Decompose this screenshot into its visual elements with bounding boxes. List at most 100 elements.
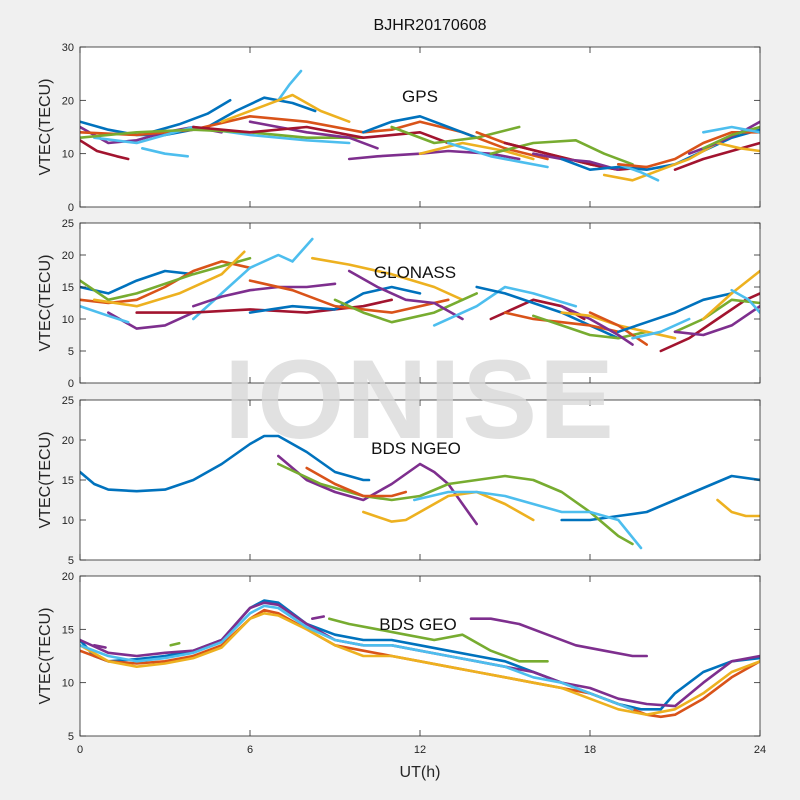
series-line-blue bbox=[149, 99, 232, 134]
series-line-yellow bbox=[220, 93, 351, 123]
y-axis-label: VTEC(TECU) bbox=[37, 79, 54, 176]
series-line-lightblue bbox=[616, 163, 660, 182]
series-line-purple bbox=[531, 152, 620, 171]
y-tick-label: 30 bbox=[62, 42, 74, 54]
y-tick-label: 0 bbox=[68, 202, 74, 214]
ionise-watermark: IONISE bbox=[224, 337, 616, 462]
series-line-yellow bbox=[92, 250, 246, 308]
series-line-lightblue bbox=[631, 317, 691, 340]
series-line-darkred bbox=[80, 139, 130, 161]
series-line-darkred bbox=[192, 125, 450, 145]
series-line-blue bbox=[616, 292, 734, 334]
series-line-blue bbox=[248, 285, 422, 314]
figure-title: BJHR20170608 bbox=[374, 17, 487, 34]
series-line-green bbox=[80, 256, 252, 302]
series-line-yellow bbox=[80, 611, 760, 717]
series-line-yellow bbox=[310, 256, 464, 302]
series-line-orange bbox=[248, 279, 450, 314]
series-line-lightblue bbox=[412, 490, 643, 550]
series-line-yellow bbox=[701, 269, 760, 321]
series-line-blue bbox=[80, 599, 760, 711]
panel-title: BDS GEO bbox=[379, 615, 456, 634]
series-line-darkred bbox=[673, 141, 760, 171]
series-line-purple bbox=[310, 615, 326, 621]
series-line-yellow bbox=[602, 141, 719, 182]
panel-gps: 0 10 20 30 VTEC(TECU) GPS bbox=[37, 42, 761, 214]
series-line-darkred bbox=[659, 292, 760, 353]
y-tick-label: 25 bbox=[62, 395, 74, 407]
series-group bbox=[80, 237, 760, 353]
y-tick-label: 5 bbox=[68, 346, 74, 358]
x-tick-label: 12 bbox=[414, 744, 426, 756]
y-tick-label: 15 bbox=[62, 282, 74, 294]
series-line-orange bbox=[503, 311, 620, 334]
series-line-lightblue bbox=[701, 125, 760, 134]
panel-glonass: 0 5 10 15 20 25 VTEC(TECU) GLONASS bbox=[37, 218, 761, 390]
x-axis-label: UT(h) bbox=[400, 764, 441, 781]
y-tick-label: 15 bbox=[62, 475, 74, 487]
panel-bds-geo: 0 6 12 18 24 5 10 15 20 VTEC(TECU) BDS GEO bbox=[37, 571, 766, 756]
y-tick-label: 10 bbox=[62, 149, 74, 161]
series-line-lightblue bbox=[141, 147, 189, 158]
plot-area bbox=[80, 47, 760, 207]
series-line-blue bbox=[361, 115, 479, 139]
panel-title: GPS bbox=[402, 87, 438, 106]
series-line-yellow bbox=[716, 141, 760, 153]
panel-bds-ngeo: 5 10 15 20 25 VTEC(TECU) BDS NGEO bbox=[37, 395, 761, 567]
series-line-lightblue bbox=[291, 237, 314, 263]
y-tick-label: 20 bbox=[62, 571, 74, 583]
series-line-purple bbox=[192, 282, 337, 308]
series-line-lightblue bbox=[446, 141, 549, 169]
series-line-darkred bbox=[135, 298, 394, 314]
x-tick-label: 18 bbox=[584, 744, 596, 756]
plot-area bbox=[80, 223, 760, 383]
series-line-blue bbox=[560, 474, 760, 522]
y-tick-label: 15 bbox=[62, 624, 74, 636]
series-group bbox=[80, 599, 760, 719]
series-line-green bbox=[327, 617, 549, 663]
series-group bbox=[80, 434, 760, 550]
series-line-green bbox=[169, 641, 181, 647]
x-tick-label: 6 bbox=[247, 744, 253, 756]
series-line-blue bbox=[80, 269, 195, 295]
series-line-lightblue bbox=[80, 304, 130, 324]
series-group bbox=[80, 69, 760, 182]
series-line-yellow bbox=[716, 498, 760, 518]
panel-title: GLONASS bbox=[374, 263, 456, 282]
y-tick-label: 20 bbox=[62, 95, 74, 107]
y-tick-label: 0 bbox=[68, 378, 74, 390]
y-tick-label: 25 bbox=[62, 218, 74, 230]
series-line-purple bbox=[560, 304, 634, 346]
y-tick-label: 20 bbox=[62, 250, 74, 262]
series-line-lightblue bbox=[276, 69, 303, 102]
x-tick-label: 24 bbox=[754, 744, 766, 756]
y-tick-label: 10 bbox=[62, 678, 74, 690]
series-line-purple bbox=[673, 304, 760, 337]
y-axis-label: VTEC(TECU) bbox=[37, 608, 54, 705]
y-tick-label: 10 bbox=[62, 515, 74, 527]
series-line-orange bbox=[305, 466, 408, 498]
series-line-lightblue bbox=[192, 253, 294, 321]
series-line-yellow bbox=[418, 141, 535, 161]
y-tick-label: 5 bbox=[68, 731, 74, 743]
series-line-purple bbox=[347, 149, 521, 161]
series-line-purple bbox=[248, 120, 379, 150]
y-tick-label: 10 bbox=[62, 314, 74, 326]
series-line-lightblue bbox=[730, 288, 760, 314]
series-line-green bbox=[390, 125, 521, 145]
series-line-orange bbox=[616, 131, 760, 169]
panel-title: BDS NGEO bbox=[371, 439, 461, 458]
series-line-yellow bbox=[361, 490, 535, 523]
y-axis-label: VTEC(TECU) bbox=[37, 255, 54, 352]
series-line-green bbox=[673, 298, 760, 334]
y-axis-label: VTEC(TECU) bbox=[37, 432, 54, 529]
x-tick-label: 0 bbox=[77, 744, 83, 756]
y-tick-label: 5 bbox=[68, 555, 74, 567]
series-line-lightblue bbox=[432, 285, 578, 327]
series-line-green bbox=[531, 314, 649, 340]
series-line-green bbox=[333, 292, 479, 324]
series-line-blue bbox=[80, 434, 371, 493]
series-line-green bbox=[80, 128, 365, 139]
